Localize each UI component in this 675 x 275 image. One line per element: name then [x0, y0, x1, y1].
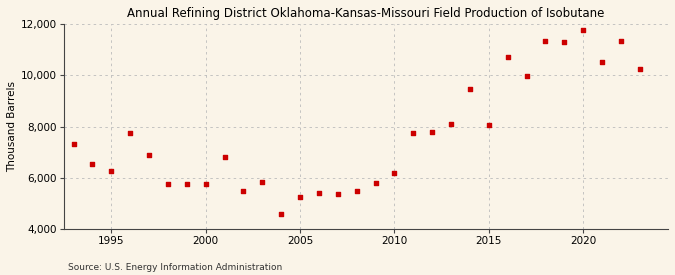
- Point: [295, 195, 306, 199]
- Point: [238, 188, 249, 193]
- Point: [559, 40, 570, 44]
- Point: [578, 28, 589, 32]
- Point: [276, 211, 287, 216]
- Title: Annual Refining District Oklahoma-Kansas-Missouri Field Production of Isobutane: Annual Refining District Oklahoma-Kansas…: [128, 7, 605, 20]
- Point: [446, 122, 456, 126]
- Point: [502, 55, 513, 59]
- Point: [144, 153, 155, 157]
- Point: [106, 169, 117, 174]
- Point: [314, 191, 325, 196]
- Point: [332, 192, 343, 197]
- Point: [163, 182, 173, 186]
- Text: Source: U.S. Energy Information Administration: Source: U.S. Energy Information Administ…: [68, 263, 281, 272]
- Point: [257, 180, 268, 184]
- Point: [464, 87, 475, 92]
- Point: [540, 39, 551, 43]
- Point: [427, 130, 437, 134]
- Point: [200, 182, 211, 186]
- Point: [616, 39, 626, 43]
- Point: [182, 182, 192, 186]
- Point: [521, 73, 532, 78]
- Point: [370, 181, 381, 185]
- Point: [483, 123, 494, 127]
- Point: [125, 131, 136, 135]
- Point: [634, 67, 645, 71]
- Point: [351, 188, 362, 193]
- Point: [68, 142, 79, 147]
- Point: [597, 60, 608, 65]
- Point: [87, 161, 98, 166]
- Y-axis label: Thousand Barrels: Thousand Barrels: [7, 81, 17, 172]
- Point: [408, 131, 418, 135]
- Point: [389, 170, 400, 175]
- Point: [219, 155, 230, 160]
